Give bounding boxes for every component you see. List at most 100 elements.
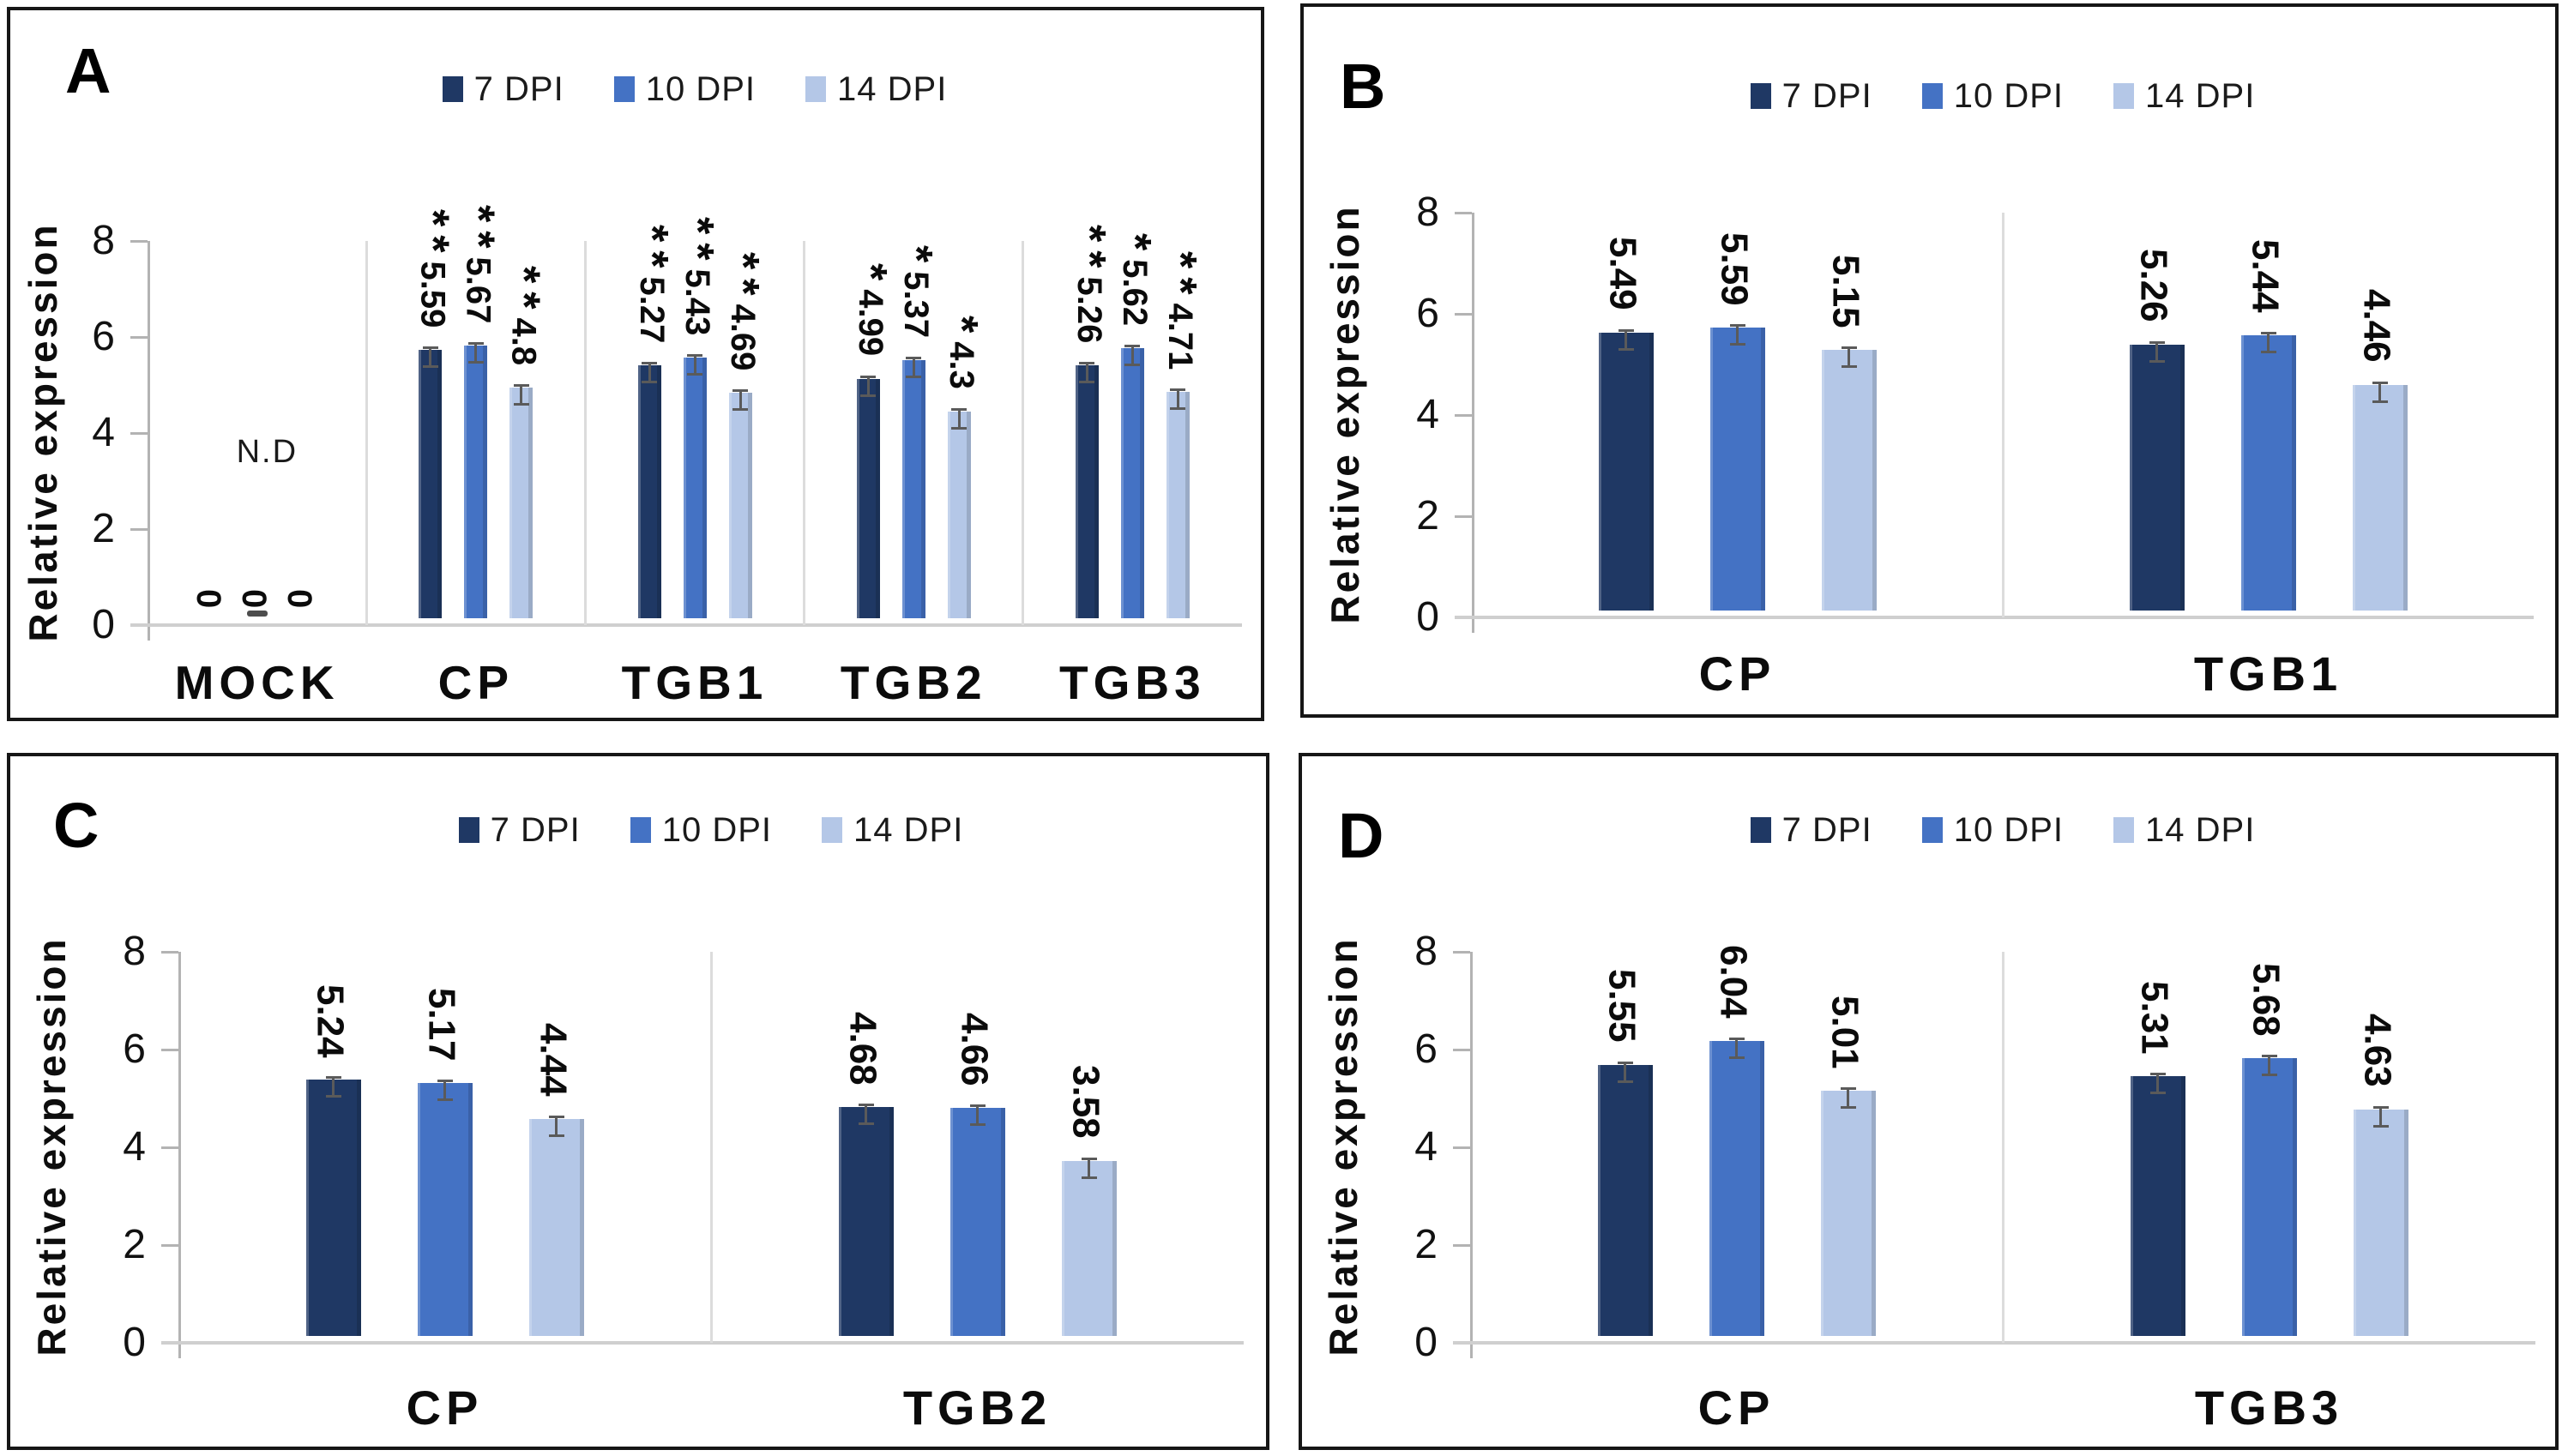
y-axis-tick bbox=[130, 240, 148, 243]
y-axis-tick bbox=[1453, 951, 1470, 954]
value-text: 4.69 bbox=[723, 304, 762, 371]
value-text: 5.24 bbox=[309, 984, 352, 1058]
significance-stars: ** bbox=[453, 205, 503, 257]
value-label: 5.31 bbox=[2133, 981, 2175, 1055]
legend-label: 7 DPI bbox=[1781, 810, 1872, 849]
y-tick-label: 4 bbox=[1414, 1124, 1438, 1170]
error-bar-whisker bbox=[738, 390, 742, 410]
value-text: 5.17 bbox=[420, 987, 463, 1062]
error-bar-cap-bottom bbox=[325, 1095, 341, 1098]
category-label-cp: CP bbox=[1698, 647, 1776, 701]
error-bar-cap-top bbox=[687, 353, 702, 357]
value-text: 4.66 bbox=[953, 1012, 996, 1086]
y-axis-tick bbox=[161, 951, 178, 954]
value-text: 5.59 bbox=[413, 261, 452, 328]
panel-label: D bbox=[1338, 800, 1384, 871]
value-label: **4.69 bbox=[717, 252, 768, 371]
y-axis-tick bbox=[161, 1244, 178, 1247]
x-axis-baseline bbox=[161, 1341, 1244, 1345]
value-text: 4.68 bbox=[841, 1011, 884, 1086]
bar-cp-10-dpi bbox=[417, 1083, 473, 1336]
bar-cp-14-dpi bbox=[1820, 1091, 1876, 1336]
value-label: 5.24 bbox=[309, 984, 352, 1058]
bar-tgb3-10-dpi bbox=[2241, 1058, 2297, 1336]
value-label: 4.46 bbox=[2355, 289, 2397, 363]
legend-item-10-dpi: 10 DPI bbox=[630, 811, 772, 850]
bar-cp-10-dpi bbox=[1709, 328, 1765, 611]
y-tick-label: 8 bbox=[123, 929, 146, 974]
y-tick-label: 0 bbox=[123, 1320, 146, 1365]
value-text: 5.01 bbox=[1824, 995, 1866, 1069]
error-bar-cap-top bbox=[642, 361, 657, 364]
bar-cp-10-dpi bbox=[1709, 1040, 1764, 1336]
error-bar-cap-top bbox=[2372, 381, 2388, 384]
value-label: 4.68 bbox=[841, 1011, 884, 1086]
error-bar-cap-bottom bbox=[951, 427, 968, 430]
error-bar-cap-bottom bbox=[2372, 400, 2388, 403]
bar-tgb1-14-dpi bbox=[2352, 384, 2408, 611]
y-tick-label: 6 bbox=[92, 314, 115, 359]
error-bar-whisker bbox=[2268, 1056, 2270, 1075]
category-label-tgb3: TGB3 bbox=[1059, 656, 1206, 709]
y-tick-label: 2 bbox=[92, 506, 115, 551]
not-detected-annotation: N.D bbox=[236, 434, 298, 471]
legend-label: 14 DPI bbox=[2145, 76, 2256, 115]
panel-label: B bbox=[1340, 51, 1386, 122]
x-axis-baseline bbox=[1455, 616, 2534, 619]
error-bar-cap-top bbox=[422, 346, 438, 349]
y-axis-line bbox=[1472, 213, 1474, 633]
value-label: 3.58 bbox=[1064, 1065, 1106, 1139]
value-label: **5.27 bbox=[627, 225, 677, 343]
bar-cp-14-dpi bbox=[528, 1118, 584, 1336]
error-bar-whisker bbox=[555, 1116, 558, 1135]
legend-item-10-dpi: 10 DPI bbox=[1921, 77, 2064, 116]
value-text: 5.27 bbox=[632, 276, 671, 343]
error-bar-cap-top bbox=[1728, 1037, 1745, 1040]
y-axis-line bbox=[148, 241, 150, 641]
value-label: 5.59 bbox=[1713, 232, 1755, 306]
value-text: 0 bbox=[234, 588, 273, 608]
value-label: 0 bbox=[234, 588, 273, 608]
bar-tgb1-10-dpi bbox=[2240, 335, 2296, 611]
category-separator-line bbox=[2001, 952, 2004, 1343]
error-bar-cap-top bbox=[467, 342, 484, 346]
legend-item-14-dpi: 14 DPI bbox=[2113, 77, 2255, 116]
legend-label: 14 DPI bbox=[2145, 810, 2256, 849]
y-axis-tick bbox=[161, 1146, 178, 1149]
significance-stars: * bbox=[1110, 233, 1160, 260]
legend-label: 14 DPI bbox=[837, 69, 948, 108]
error-bar-cap-bottom bbox=[969, 1123, 986, 1127]
significance-stars: ** bbox=[717, 252, 768, 304]
error-bar-cap-bottom bbox=[2260, 351, 2276, 354]
legend-swatch-icon bbox=[1750, 817, 1771, 843]
error-bar-cap-top bbox=[2149, 340, 2165, 344]
bar-tgb2-14-dpi bbox=[947, 412, 971, 618]
error-bar-cap-top bbox=[1841, 346, 1857, 350]
legend-swatch-icon bbox=[613, 76, 635, 102]
bar-tgb2-7-dpi bbox=[856, 378, 880, 618]
panel-label: A bbox=[65, 35, 112, 106]
error-bar-whisker bbox=[2379, 1107, 2382, 1127]
value-label: 5.17 bbox=[420, 987, 463, 1062]
value-label: 5.49 bbox=[1601, 237, 1643, 310]
value-text: 4.44 bbox=[532, 1023, 575, 1097]
x-axis-baseline bbox=[130, 623, 1242, 627]
legend: 7 DPI 10 DPI 14 DPI bbox=[148, 69, 1242, 110]
value-label: 5.26 bbox=[2132, 249, 2174, 322]
error-bar-cap-bottom bbox=[513, 403, 529, 406]
error-bar-cap-bottom bbox=[548, 1134, 564, 1137]
value-label: *5.37 bbox=[891, 245, 941, 338]
error-bar-cap-top bbox=[858, 1104, 874, 1107]
value-text: 5.15 bbox=[1824, 254, 1867, 328]
error-bar-cap-bottom bbox=[1079, 381, 1095, 384]
value-text: 5.43 bbox=[678, 268, 716, 335]
bar-cp-10-dpi bbox=[464, 346, 488, 618]
category-separator-line bbox=[2001, 213, 2004, 617]
category-label-tgb3: TGB3 bbox=[2194, 1381, 2344, 1435]
y-tick-label: 8 bbox=[1416, 190, 1439, 235]
error-bar-cap-bottom bbox=[2372, 1125, 2389, 1128]
legend: 7 DPI 10 DPI 14 DPI bbox=[178, 809, 1244, 851]
error-bar-cap-bottom bbox=[687, 372, 702, 376]
error-bar-whisker bbox=[332, 1077, 335, 1097]
